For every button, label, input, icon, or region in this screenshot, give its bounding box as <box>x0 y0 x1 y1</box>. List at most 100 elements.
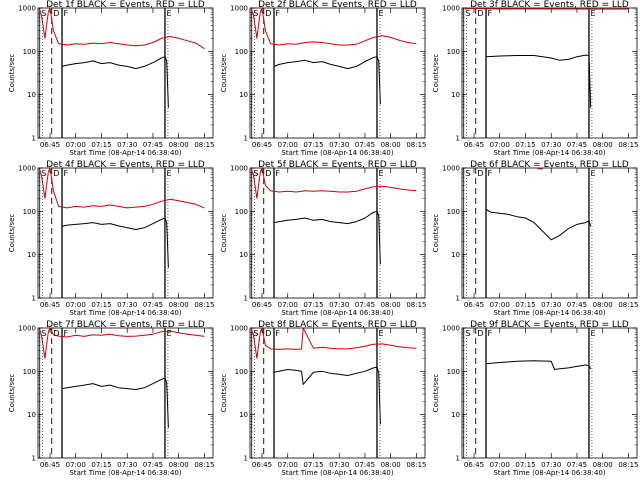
plot-frame <box>37 7 214 139</box>
y-tick-label: 100 <box>447 208 460 216</box>
y-tick-label: 100 <box>235 208 248 216</box>
x-tick-label: 08:00 <box>593 461 613 469</box>
panel-6: Det 6f BLACK = Events, RED = LLD 1 10 100 10… <box>432 160 639 317</box>
x-tick-label: 08:00 <box>169 141 189 149</box>
panel-8: Det 8f BLACK = Events, RED = LLD 1 10 100 10… <box>220 320 427 477</box>
y-tick-label: 100 <box>23 48 36 56</box>
series-line-events <box>61 377 169 428</box>
y-tick-label: 1000 <box>230 325 248 333</box>
x-tick-label: 07:00 <box>278 301 298 309</box>
marker-label-E: E <box>590 9 595 18</box>
x-axis-label: Start Time (08-Apr-14 06:38:40) <box>493 149 605 157</box>
plot-frame <box>37 327 214 459</box>
marker-label-F: F <box>488 329 493 338</box>
x-axis-label: Start Time (08-Apr-14 06:38:40) <box>69 149 181 157</box>
x-tick-label: 07:45 <box>567 301 587 309</box>
y-tick-label: 100 <box>447 48 460 56</box>
panel-title: Det 8f BLACK = Events, RED = LLD <box>258 320 417 330</box>
panel-4: Det 4f BLACK = Events, RED = LLD 1 10 100 10… <box>8 160 215 317</box>
marker-label-S: S <box>465 9 470 18</box>
panel-title: Det 5f BLACK = Events, RED = LLD <box>258 160 417 170</box>
y-axis-label: Counts/sec <box>8 374 16 413</box>
series-line-events <box>273 210 381 265</box>
y-tick-label: 1000 <box>442 165 460 173</box>
marker-label-E: E <box>378 169 383 178</box>
x-tick-label: 07:45 <box>143 301 163 309</box>
x-tick-label: 07:30 <box>117 301 137 309</box>
x-tick-label: 07:30 <box>541 461 561 469</box>
x-tick-label: 08:00 <box>381 141 401 149</box>
series-line-events <box>273 56 381 105</box>
x-tick-label: 07:00 <box>278 141 298 149</box>
x-tick-label: 07:15 <box>91 301 111 309</box>
x-axis-label: Start Time (08-Apr-14 06:38:40) <box>281 469 393 477</box>
series-line-lld <box>251 327 417 359</box>
x-tick-label: 06:45 <box>464 141 484 149</box>
x-tick-label: 07:00 <box>490 141 510 149</box>
marker-label-D: D <box>53 169 59 178</box>
x-tick-label: 06:45 <box>252 301 272 309</box>
plot-frame <box>249 7 426 139</box>
series-line-lld <box>39 327 205 359</box>
marker-label-S: S <box>253 169 258 178</box>
panel-title: Det 9f BLACK = Events, RED = LLD <box>470 320 629 330</box>
y-tick-label: 10 <box>27 251 36 259</box>
marker-label-D: D <box>265 329 271 338</box>
panel-5: Det 5f BLACK = Events, RED = LLD 1 10 100 10… <box>220 160 427 317</box>
x-tick-label: 07:30 <box>541 141 561 149</box>
y-tick-label: 1000 <box>442 5 460 13</box>
y-tick-label: 1 <box>244 135 248 143</box>
x-tick-label: 06:45 <box>40 461 60 469</box>
y-tick-label: 10 <box>451 411 460 419</box>
x-tick-label: 07:30 <box>117 461 137 469</box>
x-tick-label: 08:00 <box>169 461 189 469</box>
y-tick-label: 10 <box>27 91 36 99</box>
x-tick-label: 06:45 <box>464 301 484 309</box>
series-line-events <box>485 209 592 241</box>
y-tick-label: 10 <box>239 251 248 259</box>
series-line-lld <box>39 7 205 50</box>
x-tick-label: 08:15 <box>406 301 426 309</box>
x-tick-label: 07:30 <box>329 461 349 469</box>
y-tick-label: 1 <box>32 455 36 463</box>
x-tick-label: 08:15 <box>194 301 214 309</box>
x-tick-label: 08:00 <box>593 141 613 149</box>
marker-label-S: S <box>41 9 46 18</box>
marker-label-F: F <box>276 169 281 178</box>
y-tick-label: 1 <box>456 295 460 303</box>
y-axis-label: Counts/sec <box>432 54 440 93</box>
x-axis-label: Start Time (08-Apr-14 06:38:40) <box>69 469 181 477</box>
marker-label-F: F <box>276 329 281 338</box>
panel-9: Det 9f BLACK = Events, RED = LLD 1 10 100 10… <box>432 320 639 477</box>
y-axis-label: Counts/sec <box>432 374 440 413</box>
panel-2: Det 2f BLACK = Events, RED = LLD 1 10 100 10… <box>220 0 427 157</box>
marker-label-E: E <box>590 169 595 178</box>
marker-label-S: S <box>253 9 258 18</box>
y-axis-label: Counts/sec <box>8 54 16 93</box>
x-tick-label: 07:30 <box>329 301 349 309</box>
x-tick-label: 07:15 <box>515 141 535 149</box>
x-tick-label: 08:00 <box>381 301 401 309</box>
marker-label-S: S <box>253 329 258 338</box>
x-tick-label: 07:15 <box>303 301 323 309</box>
marker-label-D: D <box>53 329 59 338</box>
y-tick-label: 1000 <box>442 325 460 333</box>
panel-title: Det 6f BLACK = Events, RED = LLD <box>470 160 629 170</box>
y-axis-label: Counts/sec <box>8 214 16 253</box>
marker-label-E: E <box>166 329 171 338</box>
y-tick-label: 100 <box>447 368 460 376</box>
x-tick-label: 07:15 <box>303 141 323 149</box>
x-tick-label: 07:00 <box>66 461 86 469</box>
marker-label-F: F <box>64 9 69 18</box>
plot-frame <box>249 327 426 459</box>
plot-frame <box>249 167 426 299</box>
x-tick-label: 07:15 <box>91 141 111 149</box>
marker-label-F: F <box>64 169 69 178</box>
x-tick-label: 07:45 <box>567 461 587 469</box>
x-tick-label: 07:45 <box>355 301 375 309</box>
x-tick-label: 07:00 <box>490 461 510 469</box>
y-tick-label: 1 <box>32 135 36 143</box>
x-tick-label: 08:00 <box>381 461 401 469</box>
series-line-lld <box>465 7 629 10</box>
x-tick-label: 07:00 <box>66 141 86 149</box>
